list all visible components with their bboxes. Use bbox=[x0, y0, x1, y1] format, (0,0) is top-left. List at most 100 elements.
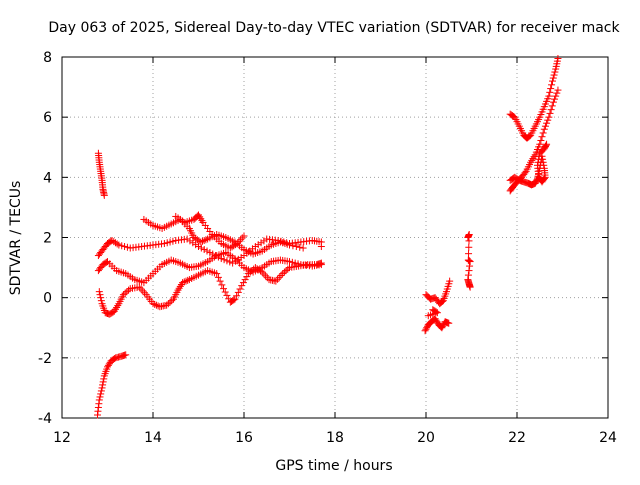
data-point bbox=[163, 301, 171, 309]
chart-title: Day 063 of 2025, Sidereal Day-to-day VTE… bbox=[48, 20, 620, 36]
y-tick-label: -2 bbox=[38, 351, 52, 367]
data-point bbox=[439, 322, 447, 330]
data-point bbox=[209, 250, 217, 258]
y-tick-label: 2 bbox=[43, 231, 52, 247]
x-tick-label: 12 bbox=[53, 430, 71, 446]
x-tick-label: 16 bbox=[235, 430, 253, 446]
data-point bbox=[291, 259, 299, 267]
data-point bbox=[533, 161, 541, 169]
data-point bbox=[125, 286, 133, 294]
data-point bbox=[272, 277, 280, 285]
data-point bbox=[95, 288, 103, 296]
data-point bbox=[248, 267, 256, 275]
data-point bbox=[234, 288, 242, 296]
data-point bbox=[554, 86, 562, 94]
data-point bbox=[122, 351, 130, 359]
data-point bbox=[539, 129, 547, 137]
data-point bbox=[545, 113, 553, 121]
data-point bbox=[521, 169, 529, 177]
data-point bbox=[223, 291, 231, 299]
data-point bbox=[97, 294, 105, 302]
data-point bbox=[421, 327, 429, 335]
data-point bbox=[438, 297, 446, 305]
data-point bbox=[168, 297, 176, 305]
data-point bbox=[286, 258, 293, 266]
data-point bbox=[279, 270, 287, 278]
data-point bbox=[282, 267, 290, 275]
data-point bbox=[149, 300, 157, 308]
data-point bbox=[230, 296, 238, 304]
data-point bbox=[100, 191, 108, 199]
y-tick-label: 0 bbox=[43, 291, 52, 307]
data-point bbox=[97, 390, 105, 398]
data-point bbox=[213, 270, 221, 278]
data-point bbox=[238, 234, 246, 242]
data-point bbox=[180, 278, 188, 286]
data-point bbox=[100, 375, 108, 383]
data-point bbox=[277, 237, 285, 245]
x-tick-label: 20 bbox=[417, 430, 435, 446]
data-point bbox=[292, 243, 300, 251]
data-point bbox=[163, 239, 171, 247]
y-tick-label: 4 bbox=[43, 170, 52, 186]
data-point bbox=[433, 318, 441, 326]
data-point bbox=[547, 106, 555, 114]
data-point bbox=[98, 384, 106, 392]
data-point bbox=[226, 258, 234, 266]
data-point bbox=[239, 279, 247, 287]
data-point bbox=[465, 267, 473, 275]
data-point bbox=[437, 298, 445, 306]
data-point bbox=[179, 279, 187, 287]
data-point bbox=[231, 295, 239, 303]
data-point bbox=[200, 237, 208, 245]
data-point bbox=[200, 246, 208, 254]
data-point bbox=[231, 241, 239, 249]
data-point bbox=[289, 242, 297, 250]
data-point bbox=[115, 241, 123, 249]
data-point bbox=[140, 289, 148, 297]
data-point bbox=[118, 242, 126, 250]
data-point bbox=[550, 71, 558, 79]
data-point bbox=[277, 271, 285, 279]
data-point bbox=[546, 88, 554, 96]
data-point bbox=[96, 393, 104, 401]
data-point bbox=[299, 244, 307, 252]
data-point bbox=[198, 237, 206, 245]
data-point bbox=[214, 273, 222, 281]
data-point bbox=[446, 277, 454, 285]
data-point bbox=[137, 285, 145, 293]
data-point bbox=[535, 152, 543, 160]
data-point bbox=[445, 319, 453, 327]
data-point bbox=[525, 133, 533, 141]
data-point bbox=[540, 161, 548, 169]
data-point bbox=[466, 258, 474, 266]
data-point bbox=[465, 250, 473, 258]
data-point bbox=[545, 92, 553, 100]
x-tick-label: 24 bbox=[599, 430, 617, 446]
data-point bbox=[549, 74, 557, 82]
data-point bbox=[97, 297, 105, 305]
data-point bbox=[260, 270, 268, 278]
data-point bbox=[465, 237, 473, 245]
data-point bbox=[121, 289, 129, 297]
data-point bbox=[317, 243, 325, 251]
data-point bbox=[317, 259, 325, 267]
data-point bbox=[551, 95, 559, 103]
data-point bbox=[466, 283, 474, 291]
data-point bbox=[543, 119, 551, 127]
data-point bbox=[538, 133, 546, 141]
data-point bbox=[96, 291, 104, 299]
data-point bbox=[197, 244, 205, 252]
data-point bbox=[221, 288, 229, 296]
data-point bbox=[540, 125, 548, 133]
data-point bbox=[152, 301, 160, 309]
data-points bbox=[93, 55, 562, 419]
data-point bbox=[216, 277, 224, 285]
x-tick-label: 18 bbox=[326, 430, 344, 446]
data-point bbox=[536, 140, 544, 148]
data-point bbox=[151, 300, 159, 308]
data-point bbox=[104, 363, 111, 371]
data-point bbox=[160, 240, 168, 248]
